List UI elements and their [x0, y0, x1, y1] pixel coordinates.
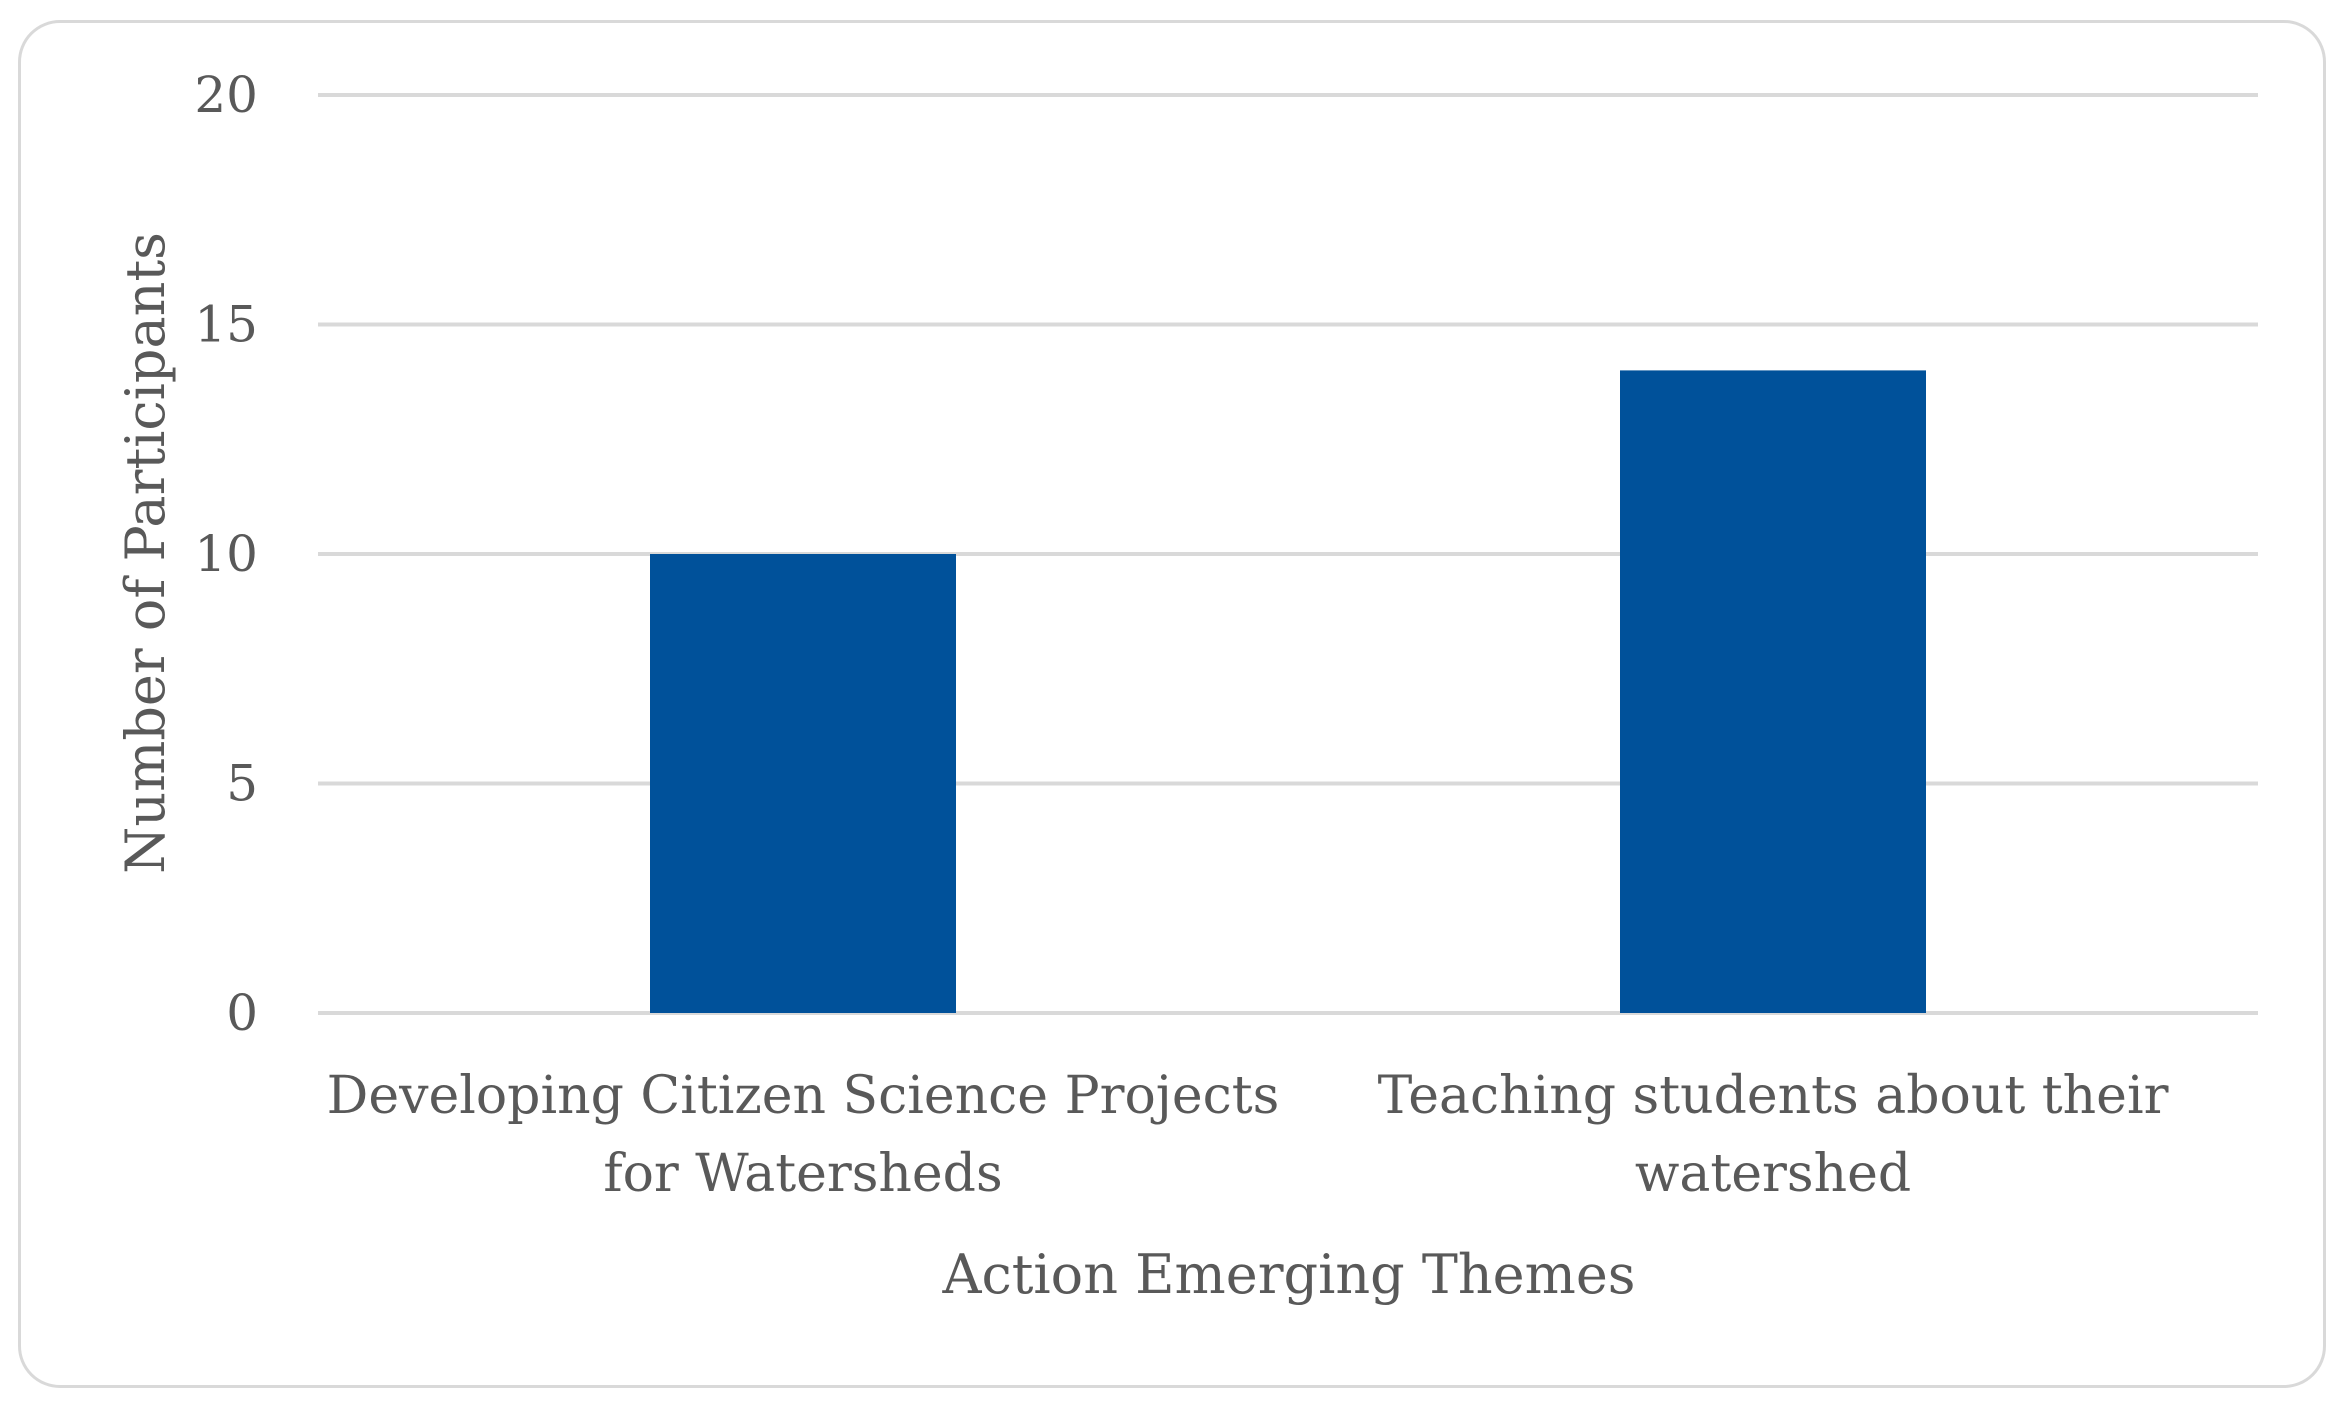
gridlines — [318, 93, 2258, 1015]
y-tick-label: 20 — [194, 66, 258, 124]
x-axis-title: Action Emerging Themes — [941, 1243, 1635, 1306]
bar — [650, 554, 956, 1013]
y-tick-labels: 0 5 10 15 20 — [194, 66, 258, 1042]
y-tick-label: 15 — [194, 296, 258, 354]
y-axis-title: Number of Participants — [114, 232, 177, 874]
x-category-label: Teaching students about their watershed — [1378, 1066, 2169, 1204]
chart-frame — [18, 20, 2326, 1388]
x-category-label: Developing Citizen Science Projects for W… — [327, 1066, 1280, 1204]
y-tick-label: 10 — [194, 525, 258, 583]
bar — [1620, 370, 1926, 1013]
y-tick-label: 0 — [226, 984, 258, 1042]
x-category-labels: Developing Citizen Science Projects for W… — [327, 1066, 2169, 1204]
y-tick-label: 5 — [226, 755, 258, 813]
bars — [650, 370, 1926, 1013]
